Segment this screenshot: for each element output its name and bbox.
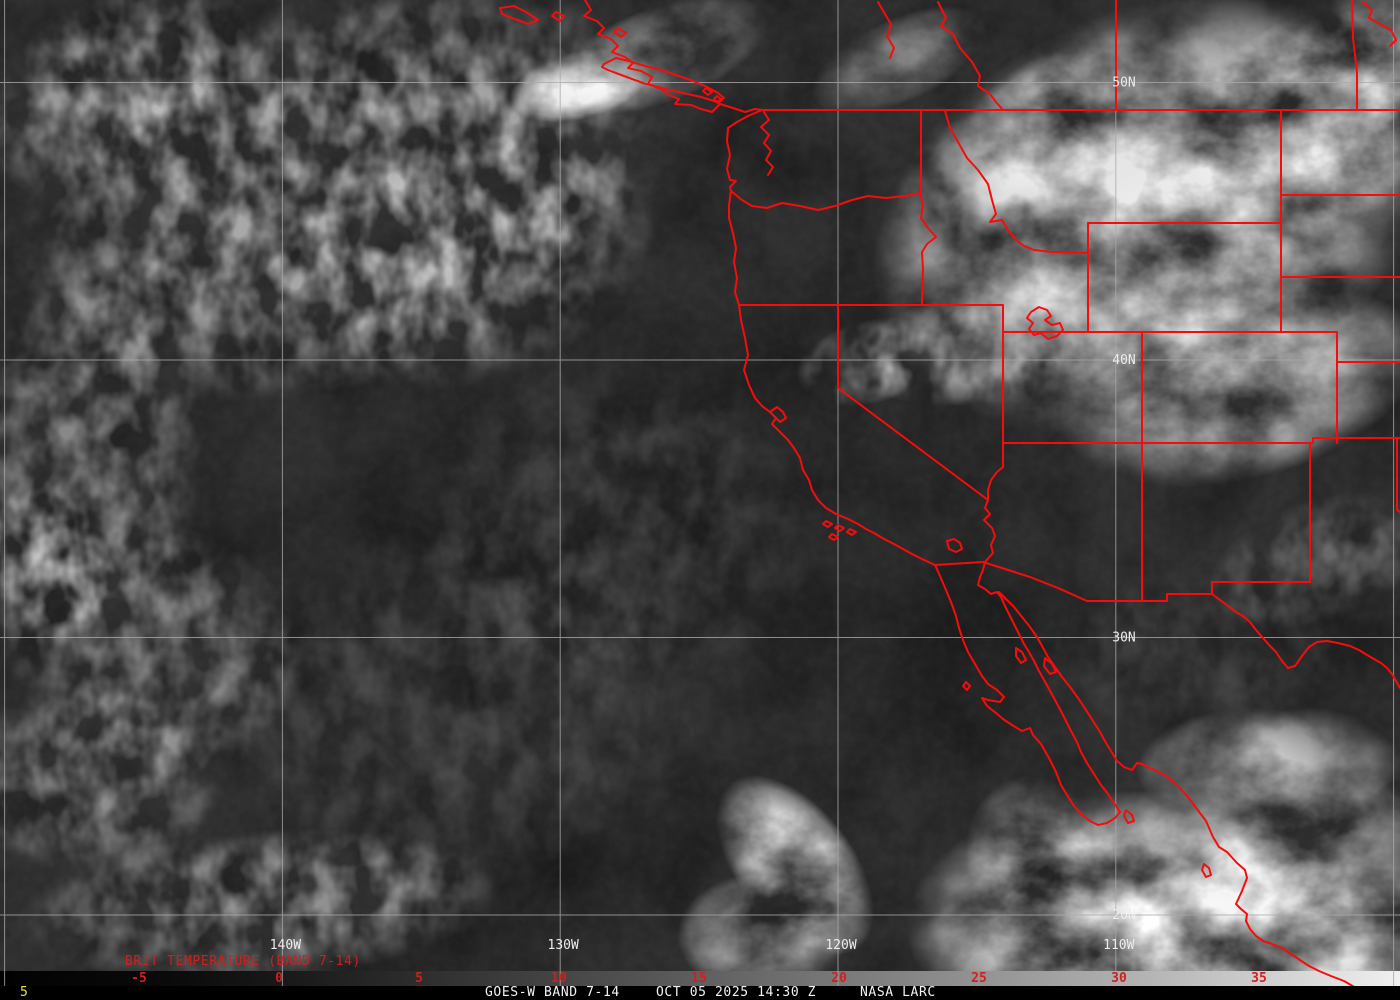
lon-label-120w: 120W [825,938,856,953]
colorbar-value-25: 25 [971,971,987,986]
salton-sea [946,538,963,553]
map-labels-layer: 50N 40N 30N 20N 140W 130W 120W 110W [270,76,1136,954]
colorbar-value-5: 5 [415,971,423,986]
coast-wa [726,109,763,192]
gulf-island-angel [1015,647,1027,664]
channel-islands [822,520,857,541]
border-ca-mexico [934,561,984,566]
coast-ca [738,304,936,566]
colorado-delta [977,561,986,586]
bc-river [877,1,895,59]
islas-marias [1201,863,1212,878]
coast-mexico-mainland [998,591,1366,994]
image-datetime: OCT 05 2025 14:30 Z [656,985,817,1000]
bc-island-1 [499,5,539,25]
sf-bay [769,406,787,423]
border-id-mt [944,110,1089,254]
puget-sound [760,111,774,176]
map-boundaries-layer [499,0,1400,994]
rio-grande [1211,593,1400,689]
border-tx-ok [1396,437,1400,513]
colorbar-value-35: 35 [1251,971,1267,986]
border-37n [1002,437,1400,444]
lat-label-20n: 20N [1112,908,1135,923]
corner-value: 5 [20,985,29,1000]
lon-label-110w: 110W [1103,938,1134,953]
baja-tip-island [1123,809,1135,824]
satellite-name: GOES-W BAND 7-14 [485,985,620,1000]
colorbar [0,971,1400,986]
coast-bc [583,0,763,113]
lon-label-140w: 140W [270,938,301,953]
lat-label-40n: 40N [1112,353,1135,368]
coast-baja-east [977,584,1121,813]
image-credit: NASA LARC [860,985,936,1000]
cedros-island [962,681,971,691]
great-salt-lake [1026,306,1064,340]
border-ca-nv [837,304,996,563]
colorbar-value--5: -5 [131,971,147,986]
product-label: BRIT TEMPERATURE (BAND 7-14) [125,954,361,969]
manitoba-lakes [1362,1,1397,47]
border-or-id [919,192,937,305]
border-az-nm-mexico [982,561,1213,602]
border-nv-az [987,442,1004,501]
lon-label-130w: 130W [548,938,579,953]
bc-island-2 [551,11,565,22]
bc-island-3 [613,27,627,38]
gulf-islands [702,87,723,104]
gulf-island-tiburon [1043,657,1057,675]
border-sk-mb [1351,0,1358,111]
border-nm-tx [1211,442,1311,595]
colorbar-value-30: 30 [1111,971,1127,986]
lat-label-30n: 30N [1112,631,1135,646]
vancouver-island [601,57,725,103]
colorbar-value-0: 0 [275,971,283,986]
coast-or [728,190,740,306]
border-bc-ab [937,1,1004,111]
colorbar-value-10: 10 [551,971,567,986]
lat-label-50n: 50N [1112,76,1135,91]
status-bar: 5 GOES-W BAND 7-14 OCT 05 2025 14:30 Z N… [0,986,1400,1000]
coast-baja-west [934,564,1121,826]
colorbar-value-15: 15 [691,971,707,986]
border-wa-or [730,190,921,211]
colorbar-value-20: 20 [831,971,847,986]
